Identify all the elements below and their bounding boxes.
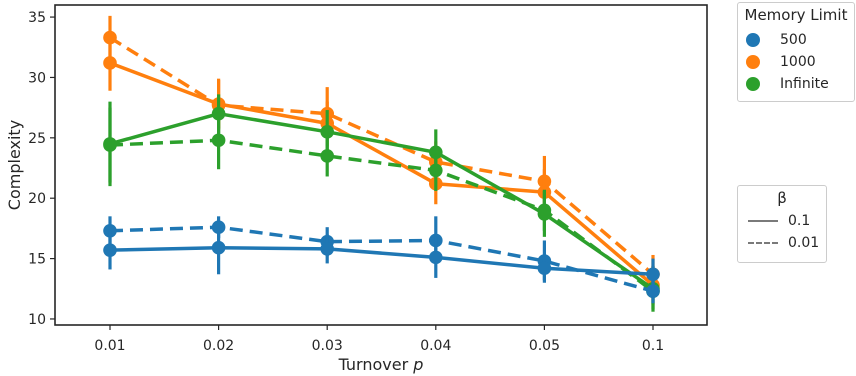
beta-legend: β 0.1 0.01 bbox=[737, 185, 827, 263]
plot-area bbox=[103, 15, 660, 312]
data-point bbox=[429, 250, 443, 265]
data-point bbox=[646, 267, 660, 282]
legend-item-beta-0-01: 0.01 bbox=[738, 232, 826, 254]
x-tick-label: 0.1 bbox=[642, 338, 664, 354]
data-point bbox=[537, 203, 552, 218]
data-point bbox=[103, 138, 117, 152]
series-line bbox=[109, 36, 655, 276]
data-point bbox=[103, 56, 117, 70]
legend-item-500: 500 bbox=[738, 29, 854, 51]
y-tick-label: 35 bbox=[28, 10, 46, 26]
y-tick-label: 20 bbox=[28, 191, 46, 207]
legend-solid-line bbox=[748, 220, 778, 222]
y-tick-label: 15 bbox=[28, 252, 46, 268]
series-500-beta-0.1 bbox=[103, 221, 660, 292]
data-point bbox=[646, 284, 660, 298]
series-line bbox=[109, 138, 655, 293]
legend-label-500: 500 bbox=[780, 32, 807, 48]
data-point bbox=[211, 240, 226, 255]
legend-label-1000: 1000 bbox=[780, 54, 816, 70]
legend-label-infinite: Infinite bbox=[780, 76, 829, 92]
legend-marker-1000 bbox=[746, 55, 760, 69]
legend-dashed-line bbox=[748, 242, 778, 244]
series-line bbox=[109, 61, 655, 287]
series-Infinite-beta-0.1 bbox=[103, 94, 660, 312]
legend-item-1000: 1000 bbox=[738, 51, 854, 73]
x-tick-label: 0.01 bbox=[94, 338, 125, 354]
plot-frame bbox=[54, 4, 708, 326]
beta-legend-title: β bbox=[777, 189, 787, 207]
x-axis-label-text: Turnover bbox=[338, 355, 409, 374]
legend-label-beta-0-1: 0.1 bbox=[788, 213, 811, 229]
legend-label-beta-0-01: 0.01 bbox=[788, 235, 820, 251]
y-axis-label: Complexity bbox=[5, 120, 24, 210]
x-tick-label: 0.02 bbox=[203, 338, 234, 354]
x-axis-label: Turnover p bbox=[338, 355, 424, 374]
series-line bbox=[109, 245, 654, 277]
x-tick-label: 0.05 bbox=[529, 338, 560, 354]
data-point bbox=[211, 133, 226, 148]
data-point bbox=[429, 163, 443, 178]
series-500-beta-0.01 bbox=[103, 216, 660, 304]
y-tick-label: 30 bbox=[28, 70, 46, 86]
y-tick-label: 10 bbox=[28, 312, 46, 328]
legend-item-beta-0-1: 0.1 bbox=[738, 210, 826, 232]
series-line bbox=[109, 225, 654, 293]
memory-limit-legend: Memory Limit 500 1000 Infinite bbox=[737, 2, 855, 102]
series-1000-beta-0.1 bbox=[103, 36, 660, 305]
x-axis-label-var: p bbox=[412, 355, 423, 374]
y-axis: 10 15 20 25 30 35 bbox=[28, 10, 55, 328]
x-axis: 0.01 0.02 0.03 0.04 0.05 0.1 bbox=[94, 325, 664, 354]
legend-marker-infinite bbox=[746, 77, 760, 91]
y-tick-label: 25 bbox=[28, 131, 46, 147]
data-point bbox=[320, 149, 335, 163]
data-point bbox=[320, 242, 335, 256]
x-tick-label: 0.04 bbox=[420, 338, 451, 354]
legend-marker-500 bbox=[746, 33, 760, 47]
memory-limit-legend-title: Memory Limit bbox=[744, 6, 848, 24]
series-line bbox=[109, 111, 654, 291]
data-point bbox=[103, 243, 117, 257]
data-point bbox=[537, 261, 552, 276]
legend-item-infinite: Infinite bbox=[738, 73, 854, 95]
x-tick-label: 0.03 bbox=[312, 338, 343, 354]
data-point bbox=[320, 124, 335, 139]
